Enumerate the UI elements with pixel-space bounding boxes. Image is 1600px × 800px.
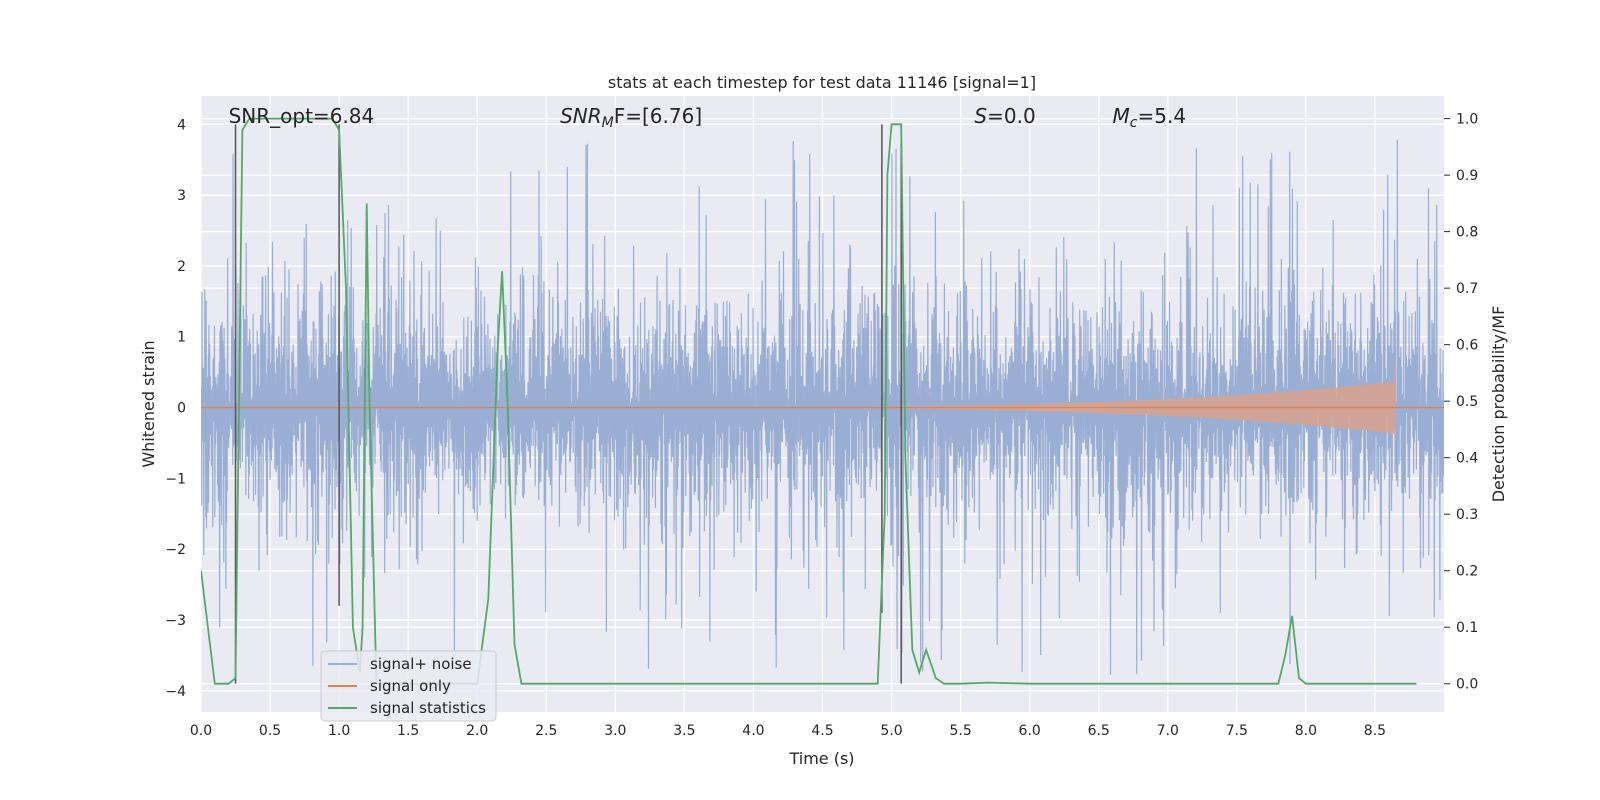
annotation-mc-sub: c — [1130, 115, 1138, 131]
annotation-m-c: Mc=5.4 — [1113, 104, 1187, 131]
y-tick-label: 2 — [177, 259, 186, 275]
x-tick-label: 2.0 — [466, 723, 488, 739]
legend-label-signal: signal only — [370, 677, 451, 695]
x-tick-label: 4.5 — [811, 723, 833, 739]
annotation-s-stat: S=0.0 — [974, 104, 1035, 128]
x-tick-label: 5.0 — [880, 723, 902, 739]
y-right-tick-label: 0.4 — [1456, 451, 1478, 467]
x-tick-label: 0.5 — [259, 723, 281, 739]
y-right-tick-label: 0.5 — [1456, 394, 1478, 410]
annotation-snr-opt: SNR_opt=6.84 — [229, 104, 375, 128]
legend-box — [320, 650, 497, 722]
annotation-s-main: S — [974, 104, 987, 128]
y-right-tick-label: 0.3 — [1456, 507, 1478, 523]
annotations: SNR_opt=6.84 SNRMF=[6.76] S=0.0 Mc=5.4 — [229, 104, 1186, 131]
x-tick-label: 1.0 — [328, 723, 350, 739]
x-tick-label: 3.5 — [673, 723, 695, 739]
annotation-mc-main: M — [1113, 104, 1130, 128]
legend: signal+ noise signal only signal statist… — [320, 650, 497, 722]
y-tick-label: 1 — [177, 330, 186, 346]
x-axis-label: Time (s) — [788, 749, 854, 768]
annotation-s-rest: =0.0 — [987, 104, 1036, 128]
vertical-markers — [234, 124, 902, 684]
y-right-tick-label: 0.6 — [1456, 338, 1478, 354]
y-right-tick-label: 0.7 — [1456, 281, 1478, 297]
annotation-snr-mf: SNRMF=[6.76] — [560, 104, 702, 131]
x-tick-label: 7.0 — [1157, 723, 1179, 739]
x-tick-label: 6.0 — [1019, 723, 1041, 739]
y-right-tick-label: 0.0 — [1456, 677, 1478, 693]
axis-ticks: 0.0 0.5 1.0 1.5 2.0 2.5 3.0 3.5 4.0 4.5 5.0 5.5 6.0 6… — [165, 112, 1478, 739]
chart-title: stats at each timestep for test data 111… — [608, 73, 1036, 92]
x-tick-label: 4.0 — [742, 723, 764, 739]
x-tick-label: 2.5 — [535, 723, 557, 739]
x-tick-label: 8.0 — [1295, 723, 1317, 739]
y-tick-label: −1 — [165, 471, 186, 487]
annotation-snr-mf-rest: F=[6.76] — [614, 104, 702, 128]
series-signal-statistics — [201, 117, 1417, 685]
y-tick-label: −3 — [165, 613, 186, 629]
x-tick-label: 8.5 — [1364, 723, 1386, 739]
x-tick-label: 0.0 — [190, 723, 212, 739]
annotation-snr-mf-main: SNR — [560, 104, 602, 128]
annotation-mc-rest: =5.4 — [1138, 104, 1187, 128]
annotation-snr-mf-sub: M — [602, 115, 614, 131]
legend-label-noise: signal+ noise — [370, 655, 472, 673]
y-tick-label: 3 — [177, 188, 186, 204]
y-right-tick-label: 0.8 — [1456, 225, 1478, 241]
y-axis-right-label: Detection probability/MF — [1489, 306, 1508, 503]
y-right-tick-label: 0.9 — [1456, 168, 1478, 184]
x-tick-label: 7.5 — [1226, 723, 1248, 739]
y-right-tick-label: 0.1 — [1456, 620, 1478, 636]
series-signal-noise — [201, 139, 1444, 675]
x-tick-label: 5.5 — [949, 723, 971, 739]
y-tick-label: −4 — [165, 684, 186, 700]
legend-label-stats: signal statistics — [370, 699, 486, 717]
y-tick-label: 4 — [177, 117, 186, 133]
y-tick-label: 0 — [177, 401, 186, 417]
y-tick-label: −2 — [165, 542, 186, 558]
x-tick-label: 6.5 — [1088, 723, 1110, 739]
y-right-tick-label: 1.0 — [1456, 112, 1478, 128]
y-axis-label: Whitened strain — [139, 340, 158, 467]
series-signal-only-envelope — [684, 354, 1396, 443]
y-right-tick-label: 0.2 — [1456, 564, 1478, 580]
x-tick-label: 3.0 — [604, 723, 626, 739]
x-tick-label: 1.5 — [397, 723, 419, 739]
